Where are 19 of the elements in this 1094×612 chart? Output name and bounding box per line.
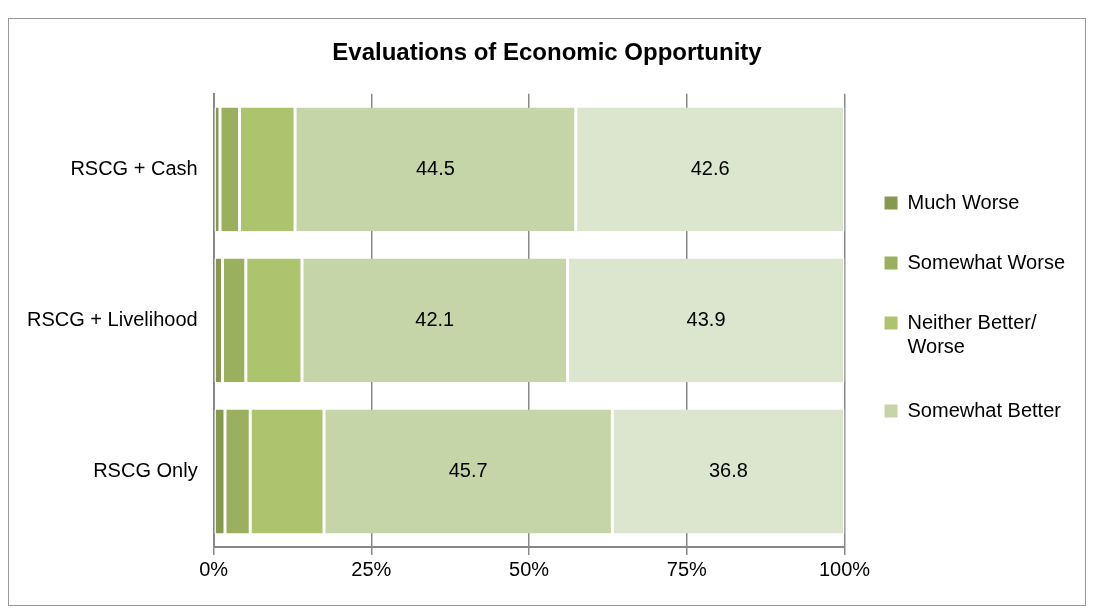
legend-label: Neither Better/ Worse: [907, 310, 1037, 357]
data-label: 44.5: [415, 156, 455, 179]
x-tick-label: 0%: [199, 557, 229, 580]
y-tick-label: RSCG Only: [93, 458, 198, 481]
chart-title: Evaluations of Economic Opportunity: [332, 38, 763, 66]
data-label: 42.1: [415, 307, 455, 330]
x-tick-label: 25%: [351, 557, 392, 580]
y-tick-label: RSCG + Livelihood: [26, 307, 198, 330]
data-label: 42.6: [690, 156, 730, 179]
data-label: 43.9: [686, 307, 726, 330]
x-tick-label: 75%: [666, 557, 708, 580]
legend-label: Somewhat Better: [907, 398, 1062, 421]
legend-label: Somewhat Worse: [907, 250, 1066, 273]
data-label: 36.8: [708, 458, 748, 481]
legend-label: Much Worse: [907, 190, 1020, 213]
y-tick-label: RSCG + Cash: [70, 156, 198, 179]
x-tick-label: 100%: [818, 557, 871, 580]
x-tick-label: 50%: [509, 557, 550, 580]
data-label: 45.7: [448, 458, 488, 481]
